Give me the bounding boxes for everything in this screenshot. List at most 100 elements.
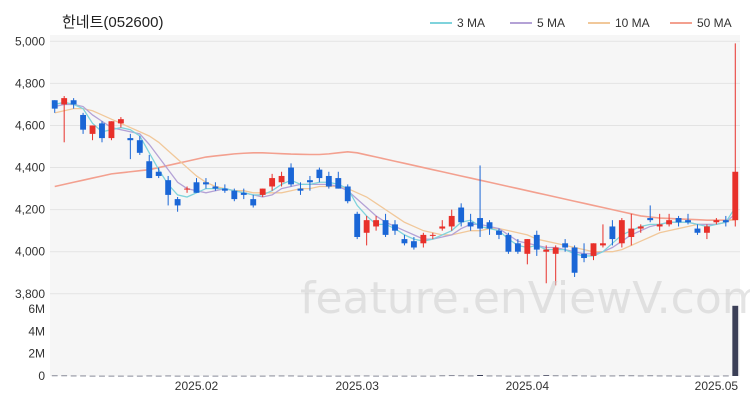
candle-body — [401, 239, 408, 244]
volume-bar — [618, 375, 625, 377]
candle-body — [382, 220, 389, 235]
x-axis: 2025.02 2025.03 2025.04 2025.05 — [175, 379, 739, 393]
candle — [467, 213, 474, 231]
candle-body — [420, 234, 427, 244]
candle — [297, 182, 304, 195]
volume-bar — [99, 375, 105, 377]
candle-body — [259, 188, 266, 195]
volume-bar — [609, 375, 616, 377]
candle-body — [165, 180, 172, 195]
candle — [392, 220, 398, 235]
candle — [722, 215, 729, 227]
candle-body — [89, 125, 96, 134]
candle-body — [99, 123, 105, 139]
volume-bar — [722, 375, 729, 377]
candle — [543, 245, 550, 284]
volume-bar — [325, 375, 332, 377]
volume-tick-label: 6M — [28, 302, 45, 316]
candle — [382, 213, 389, 237]
candle-body — [647, 218, 654, 221]
volume-bar — [240, 375, 247, 377]
candle — [325, 171, 332, 189]
candle — [184, 186, 190, 193]
candle-body — [136, 140, 143, 153]
volume-bar — [694, 375, 701, 377]
volume-bar — [429, 375, 436, 377]
volume-bar — [354, 375, 361, 377]
candle-body — [240, 192, 247, 195]
price-tick-label: 4,400 — [15, 161, 45, 175]
volume-tick-label: 4M — [28, 324, 45, 338]
price-gridlines — [50, 40, 740, 295]
volume-bar — [656, 375, 663, 377]
x-tick-label: 2025.05 — [695, 379, 739, 393]
candle — [354, 211, 361, 240]
volume-bar — [628, 375, 635, 377]
candle — [448, 209, 455, 231]
volume-bar — [127, 375, 134, 377]
price-tick-label: 3,800 — [15, 287, 45, 301]
candle-body — [316, 169, 323, 179]
candle-body — [439, 226, 446, 229]
candle-body — [373, 220, 380, 227]
volume-bar — [89, 375, 96, 377]
volume-bar — [514, 375, 521, 377]
candle-body — [609, 226, 616, 240]
volume-bar — [713, 375, 720, 377]
candle — [174, 197, 181, 212]
volume-bar — [193, 375, 200, 377]
candle — [401, 234, 408, 246]
volume-bar — [61, 375, 68, 377]
candle — [656, 213, 663, 231]
candle-body — [354, 213, 361, 237]
volume-bar — [250, 375, 257, 377]
volume-bar — [439, 375, 446, 377]
candle — [609, 220, 616, 246]
candle — [505, 232, 512, 254]
candle — [666, 213, 673, 227]
candle — [221, 184, 228, 193]
price-panel — [50, 35, 740, 298]
candle — [429, 232, 436, 240]
candle — [685, 213, 691, 225]
candle-body — [685, 220, 691, 223]
candle-body — [722, 220, 729, 223]
candle-body — [666, 220, 673, 225]
candle-body — [505, 234, 512, 252]
ma50-line — [54, 150, 736, 221]
candle-body — [344, 186, 351, 202]
candle-body — [269, 178, 276, 187]
candle — [373, 215, 380, 231]
x-tick-label: 2025.03 — [335, 379, 379, 393]
candle — [51, 100, 58, 113]
candle — [420, 232, 427, 248]
candle — [193, 178, 200, 193]
volume-bar — [505, 375, 512, 377]
volume-bar — [70, 375, 77, 377]
candle — [514, 239, 521, 254]
candle-body — [297, 188, 304, 191]
candle — [316, 167, 323, 183]
candle — [259, 188, 266, 198]
candle-body — [70, 100, 77, 105]
candle — [439, 220, 446, 231]
candle — [203, 178, 209, 189]
ma10-line — [54, 107, 736, 253]
candle-body — [524, 239, 531, 254]
candle-body — [51, 100, 58, 109]
candle — [581, 243, 587, 263]
candle — [600, 224, 606, 248]
candle-body — [174, 199, 181, 206]
legend-item: 5 MA — [510, 16, 565, 30]
volume-bar — [259, 375, 266, 377]
volume-bar — [335, 375, 342, 377]
volume-bar — [581, 375, 587, 377]
watermark: feature.enViewV.com — [300, 273, 750, 324]
candle-body — [392, 224, 398, 231]
candle — [155, 167, 162, 179]
candle — [562, 239, 569, 252]
volume-bar — [543, 375, 550, 376]
legend-item: 50 MA — [670, 16, 732, 30]
volume-bar — [382, 375, 389, 377]
